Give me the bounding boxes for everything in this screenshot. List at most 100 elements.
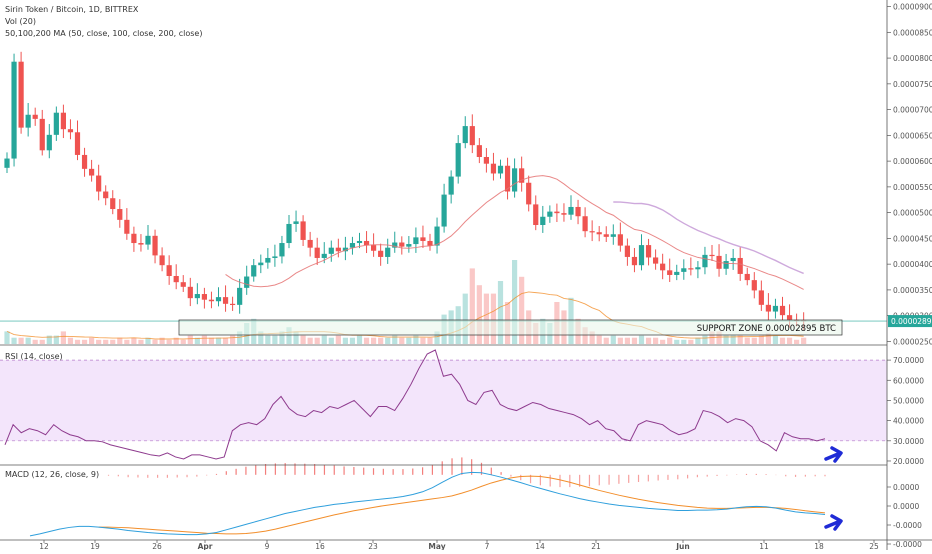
- volume-bar: [497, 281, 504, 344]
- candle-body: [342, 247, 348, 252]
- candle-body: [392, 242, 398, 248]
- candle-body: [533, 204, 539, 225]
- candle-body: [251, 265, 257, 277]
- candle-body: [519, 168, 525, 183]
- volume-bar: [688, 339, 694, 344]
- candle-body: [215, 297, 222, 302]
- volume-bar: [716, 331, 722, 344]
- candle-body: [455, 143, 461, 177]
- x-tick-label: 14: [535, 542, 545, 550]
- volume-bar: [801, 337, 807, 344]
- rsi-tick-label: 50.0000: [893, 396, 924, 405]
- candle-body: [321, 253, 327, 258]
- candle-body: [173, 276, 179, 283]
- macd-tick-label: -0.0000: [893, 521, 922, 530]
- volume-bar: [145, 337, 151, 344]
- volume-bar: [4, 331, 10, 344]
- volume-bar: [60, 331, 66, 344]
- volume-bar: [490, 293, 497, 344]
- volume-bar: [222, 337, 229, 344]
- volume-bar: [730, 335, 736, 344]
- candle-body: [208, 299, 215, 302]
- macd-signal-line: [98, 475, 826, 535]
- volume-legend[interactable]: Vol (20): [5, 17, 36, 26]
- volume-bar: [582, 327, 588, 344]
- candle-body: [11, 61, 17, 159]
- candle-body: [540, 216, 546, 225]
- candle-body: [617, 234, 623, 246]
- candle-body: [730, 257, 736, 262]
- candle-body: [674, 271, 680, 275]
- candle-body: [335, 247, 341, 252]
- volume-bar: [420, 337, 426, 344]
- candle-body: [293, 221, 299, 224]
- rsi-tick-label: 20.0000: [893, 457, 924, 466]
- volume-bar: [660, 339, 666, 344]
- moving-average-legend[interactable]: 50,100,200 MA (50, close, 100, close, 20…: [5, 29, 203, 38]
- candle-body: [124, 219, 130, 234]
- rsi-band: [0, 360, 887, 441]
- ma50-line: [6, 291, 804, 340]
- candle-body: [575, 206, 581, 217]
- volume-bar: [667, 337, 673, 344]
- volume-bar: [631, 337, 638, 344]
- candle-body: [307, 239, 313, 248]
- volume-bar: [512, 260, 518, 344]
- volume-bar: [681, 339, 687, 344]
- candle-body: [187, 286, 193, 299]
- volume-bar: [307, 337, 313, 344]
- volume-bar: [744, 337, 750, 344]
- volume-bar: [89, 337, 95, 344]
- candle-body: [758, 290, 764, 305]
- rsi-tick-label: 30.0000: [893, 437, 924, 446]
- rsi-legend[interactable]: RSI (14, close): [5, 352, 63, 361]
- volume-bar: [67, 337, 74, 344]
- macd-arrow-head: [830, 514, 843, 531]
- macd-legend[interactable]: MACD (12, 26, close, 9): [5, 470, 100, 479]
- candle-body: [786, 315, 793, 320]
- candle-body: [258, 262, 264, 266]
- volume-bar: [328, 337, 334, 344]
- candle-body: [660, 263, 666, 271]
- volume-bar: [32, 339, 38, 344]
- volume-bar: [624, 337, 630, 344]
- candle-body: [554, 211, 560, 214]
- candle-body: [681, 268, 687, 272]
- volume-bar: [603, 337, 609, 344]
- candle-body: [32, 114, 38, 119]
- x-tick-label: 26: [152, 542, 162, 550]
- candle-body: [413, 237, 419, 245]
- candle-body: [286, 223, 292, 244]
- candle-body: [60, 112, 66, 130]
- macd-tick-label: -0.0000: [893, 540, 922, 549]
- x-tick-label: 21: [591, 542, 601, 550]
- candle-body: [385, 247, 391, 257]
- candle-body: [688, 268, 694, 270]
- volume-bar: [519, 276, 525, 344]
- candle-body: [237, 287, 243, 305]
- symbol-legend[interactable]: Sirin Token / Bitcoin, 1D, BITTREX: [5, 5, 139, 14]
- volume-bar: [723, 335, 729, 344]
- candle-body: [469, 126, 475, 146]
- volume-bar: [363, 337, 370, 344]
- volume-bar: [201, 335, 207, 344]
- rsi-arrow-head: [830, 446, 843, 463]
- x-tick-label: 23: [368, 542, 378, 550]
- x-tick-label: 25: [869, 542, 879, 550]
- volume-bar: [794, 339, 800, 344]
- volume-bar: [399, 337, 405, 344]
- x-tick-label: Apr: [198, 542, 213, 550]
- rsi-tick-label: 70.0000: [893, 356, 924, 365]
- candle-body: [582, 216, 588, 232]
- candle-body: [737, 257, 743, 274]
- candle-body: [483, 157, 489, 164]
- x-tick-label: May: [428, 542, 445, 550]
- candle-body: [152, 235, 158, 256]
- x-tick-label: 9: [265, 542, 270, 550]
- macd-arrow: [824, 520, 840, 529]
